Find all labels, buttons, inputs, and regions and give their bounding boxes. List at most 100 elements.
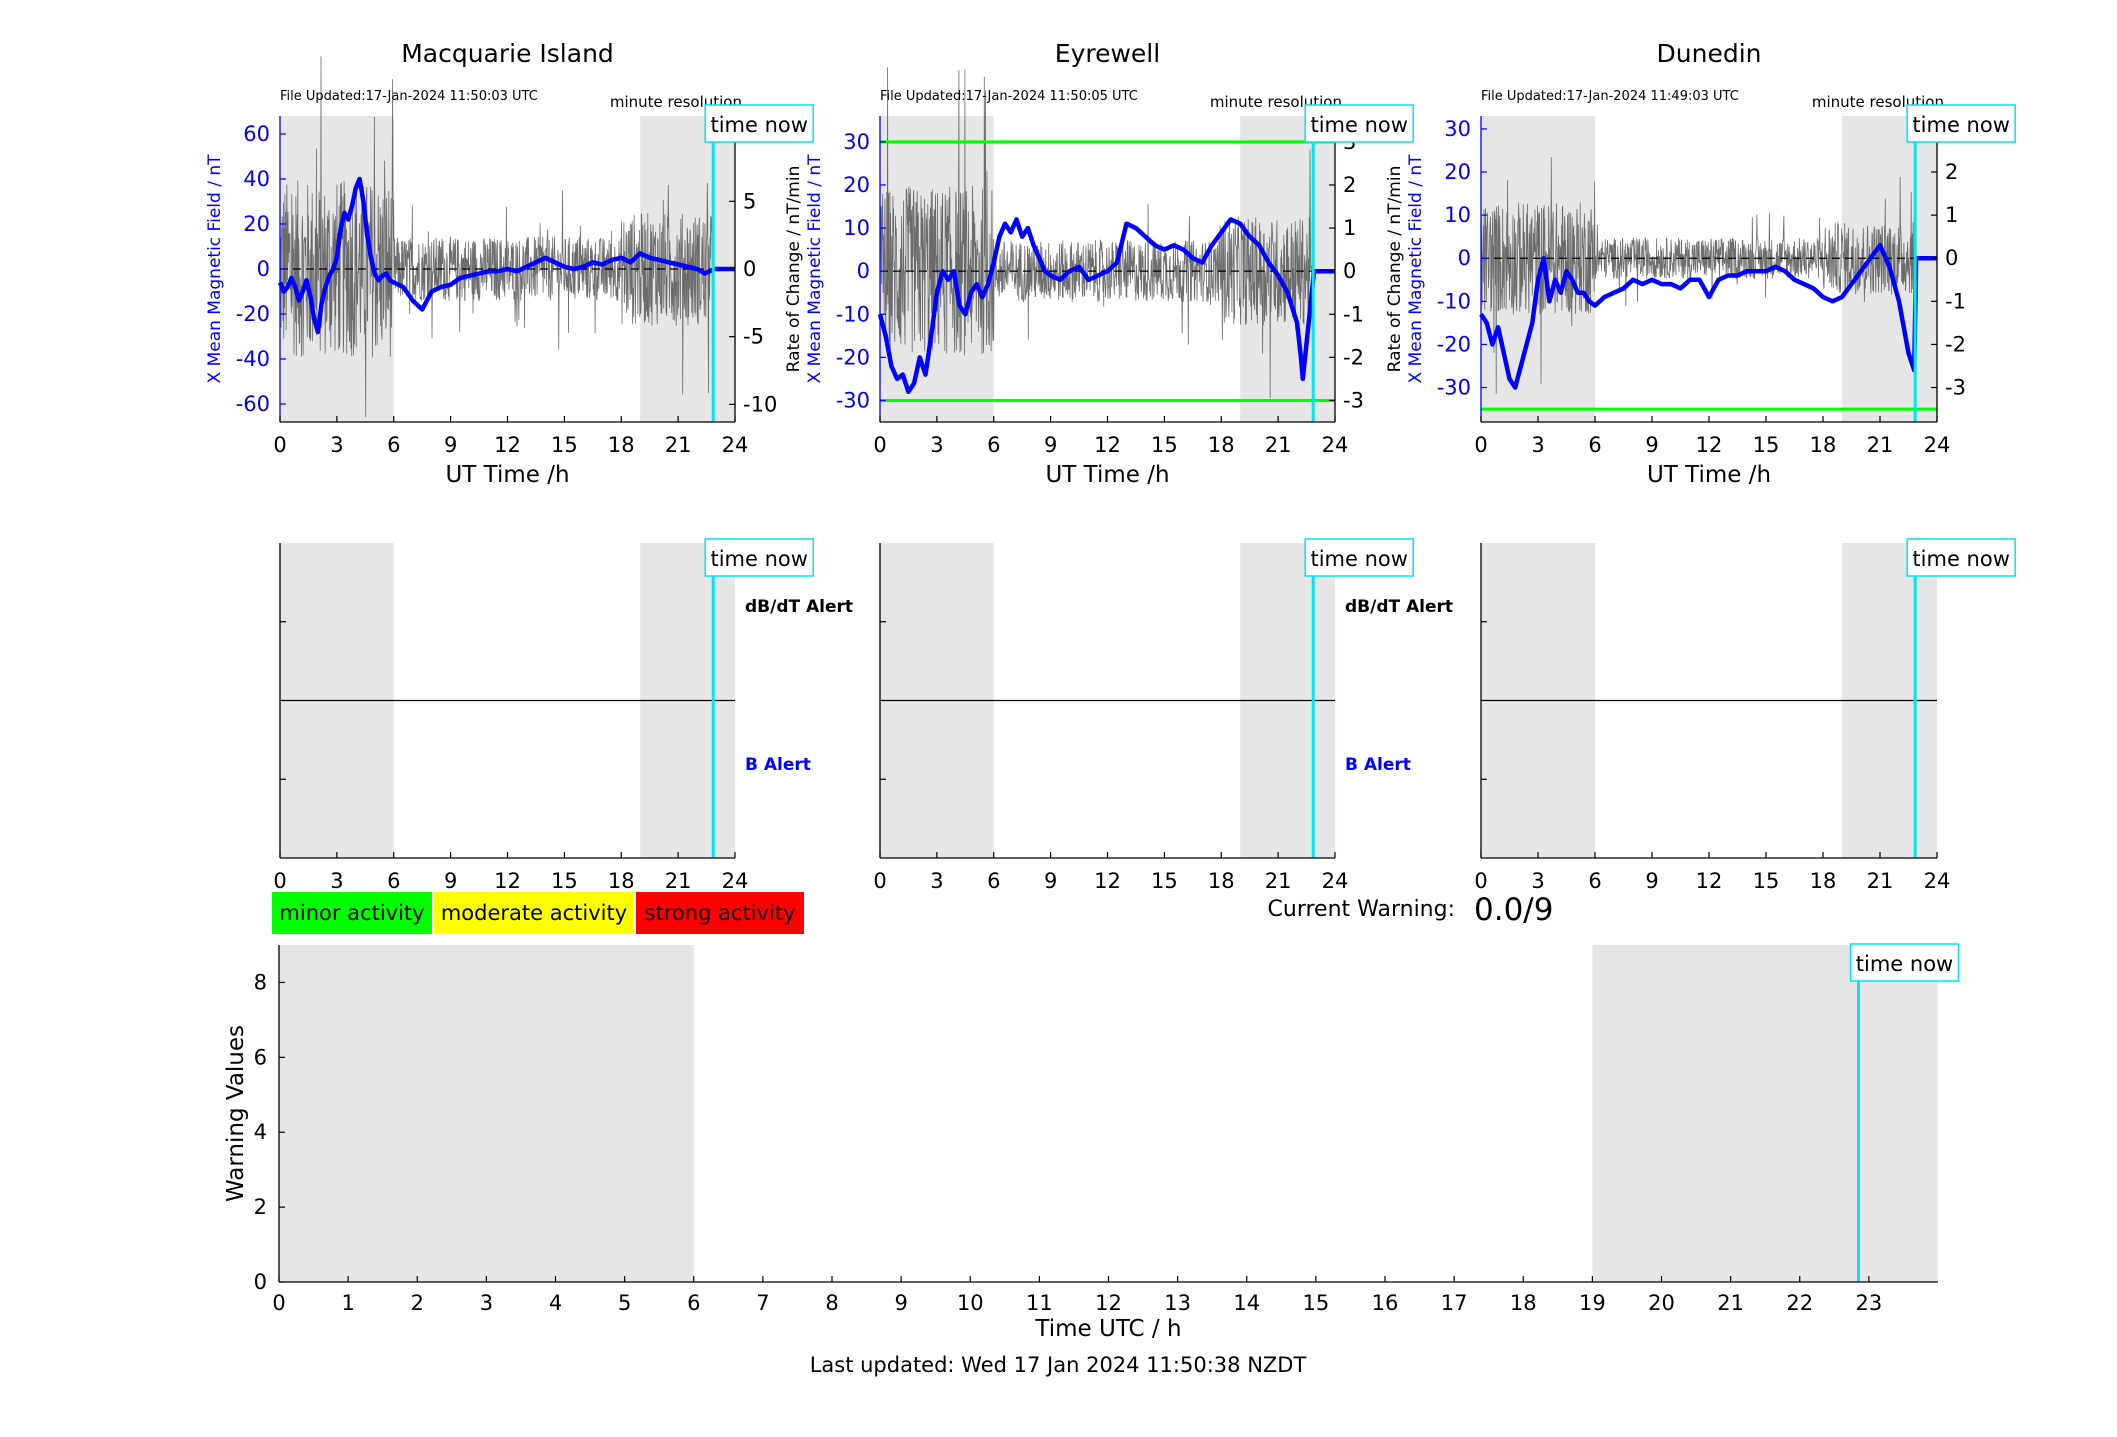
- y-tick-label-left: 40: [243, 167, 270, 191]
- y-tick-label: 4: [254, 1120, 267, 1144]
- time-now-label: time now: [710, 113, 807, 137]
- time-now-box: time now: [704, 104, 814, 143]
- station-panels: 03691215182124-60-40-200204060-10-50510M…: [205, 39, 2016, 488]
- x-tick-label: 15: [1151, 869, 1178, 893]
- y-tick-label-right: -2: [1945, 332, 1966, 356]
- x-tick-label: 9: [444, 869, 457, 893]
- x-tick-label: 4: [549, 1291, 562, 1315]
- y-tick-label-right: 5: [743, 189, 756, 213]
- y-tick-label-right: -5: [743, 325, 764, 349]
- x-tick-label: 12: [1094, 869, 1121, 893]
- x-tick-label: 18: [1810, 869, 1837, 893]
- x-tick-label: 12: [1696, 433, 1723, 457]
- time-now-box: time now: [1849, 943, 1960, 982]
- x-tick-label: 3: [480, 1291, 493, 1315]
- x-tick-label: 0: [273, 869, 286, 893]
- x-tick-label: 18: [608, 433, 635, 457]
- y-tick-label-left: -30: [1437, 376, 1471, 400]
- y-tick-label: 2: [254, 1195, 267, 1219]
- y-axis-label: Warning Values: [223, 1025, 249, 1202]
- y-tick-label-left: -20: [1437, 332, 1471, 356]
- x-tick-label: 10: [957, 1291, 984, 1315]
- legend-swatch: [434, 892, 634, 934]
- station-title: Dunedin: [1657, 39, 1762, 68]
- x-tick-label: 0: [1474, 869, 1487, 893]
- dbdt-alert-label: dB/dT Alert: [1345, 597, 1453, 617]
- y-tick-label-left: 20: [243, 212, 270, 236]
- x-tick-label: 20: [1648, 1291, 1675, 1315]
- b-alert-label: B Alert: [1345, 755, 1411, 775]
- legend-label: strong activity: [645, 901, 796, 925]
- y-axis-label-left: X Mean Magnetic Field / nT: [805, 154, 825, 384]
- x-tick-label: 3: [930, 869, 943, 893]
- x-tick-label: 1: [341, 1291, 354, 1315]
- x-tick-label: 18: [1510, 1291, 1537, 1315]
- y-tick-label-left: -20: [836, 345, 870, 369]
- y-axis-label-right: Rate of Change / nT/min: [1385, 166, 1405, 373]
- rate-of-change-series: [1480, 157, 1916, 395]
- x-tick-label: 6: [987, 433, 1000, 457]
- file-updated-text: File Updated:17-Jan-2024 11:50:05 UTC: [880, 89, 1138, 104]
- x-tick-label: 21: [1265, 869, 1292, 893]
- field-series-line: [277, 176, 735, 335]
- y-tick-label-right: 2: [1343, 173, 1356, 197]
- file-updated-text: File Updated:17-Jan-2024 11:50:03 UTC: [280, 89, 538, 104]
- y-tick-label-left: 30: [843, 130, 870, 154]
- time-now-box-frame: [1849, 943, 1960, 982]
- y-tick-label-right: 1: [1343, 216, 1356, 240]
- time-now-label: time now: [1912, 547, 2009, 571]
- y-tick-label: 6: [254, 1045, 267, 1069]
- time-now-box: time now: [1304, 538, 1414, 577]
- x-tick-label: 19: [1579, 1291, 1606, 1315]
- field-series-line: [877, 217, 1335, 395]
- x-tick-label: 12: [1095, 1291, 1122, 1315]
- x-tick-label: 21: [1717, 1291, 1744, 1315]
- time-now-box-frame: [1304, 104, 1414, 143]
- y-tick-label-left: 0: [857, 259, 870, 283]
- y-tick-label-left: -40: [236, 347, 270, 371]
- x-tick-label: 7: [756, 1291, 769, 1315]
- time-now-label: time now: [1856, 952, 1953, 976]
- x-tick-label: 2: [411, 1291, 424, 1315]
- x-tick-label: 6: [687, 1291, 700, 1315]
- station-panel: 03691215182124-30-20-100102030-3-2-10123…: [1385, 39, 2016, 488]
- x-tick-label: 12: [1094, 433, 1121, 457]
- y-tick-label-left: -10: [836, 302, 870, 326]
- time-now-box-frame: [1906, 538, 2016, 577]
- alert-panel: 0 3 6 9 12 15 18 21 24 time now dB/dT Alert B Alert: [873, 538, 1453, 893]
- x-tick-label: 6: [987, 869, 1000, 893]
- x-tick-label: 11: [1026, 1291, 1053, 1315]
- x-tick-label: 15: [1753, 869, 1780, 893]
- y-tick-label-right: -10: [743, 392, 777, 416]
- y-tick-label-right: -1: [1343, 302, 1364, 326]
- x-tick-label: 6: [1588, 869, 1601, 893]
- x-tick-label: 14: [1233, 1291, 1260, 1315]
- x-tick-label: 16: [1372, 1291, 1399, 1315]
- station-panel: 03691215182124-30-20-100102030-3-2-10123…: [784, 39, 1414, 488]
- x-tick-label: 9: [1044, 433, 1057, 457]
- y-tick-label-left: 0: [257, 257, 270, 281]
- legend-label: minor activity: [279, 901, 424, 925]
- y-tick-label: 0: [254, 1270, 267, 1294]
- time-now-label: time now: [1310, 113, 1407, 137]
- x-tick-label: 12: [1696, 869, 1723, 893]
- y-tick-label-right: 0: [1945, 246, 1958, 270]
- x-tick-label: 6: [387, 869, 400, 893]
- legend-item: strong activity: [636, 892, 804, 934]
- x-tick-label: 21: [1867, 869, 1894, 893]
- y-tick-label-left: 60: [243, 122, 270, 146]
- y-tick-label-left: -30: [836, 388, 870, 412]
- file-updated-text: File Updated:17-Jan-2024 11:49:03 UTC: [1481, 89, 1739, 104]
- current-warning-value: 0.0/9: [1474, 892, 1553, 928]
- x-tick-label: 3: [330, 433, 343, 457]
- x-tick-label: 0: [273, 433, 286, 457]
- y-axis-label-left: X Mean Magnetic Field / nT: [205, 154, 225, 384]
- y-tick-label-left: 10: [843, 216, 870, 240]
- x-tick-label: 9: [1044, 869, 1057, 893]
- station-title: Macquarie Island: [401, 39, 614, 68]
- x-tick-label: 24: [722, 433, 749, 457]
- x-tick-label: 15: [1151, 433, 1178, 457]
- rate-of-change-series: [279, 56, 714, 418]
- time-now-label: time now: [710, 547, 807, 571]
- y-tick-label-right: -2: [1343, 345, 1364, 369]
